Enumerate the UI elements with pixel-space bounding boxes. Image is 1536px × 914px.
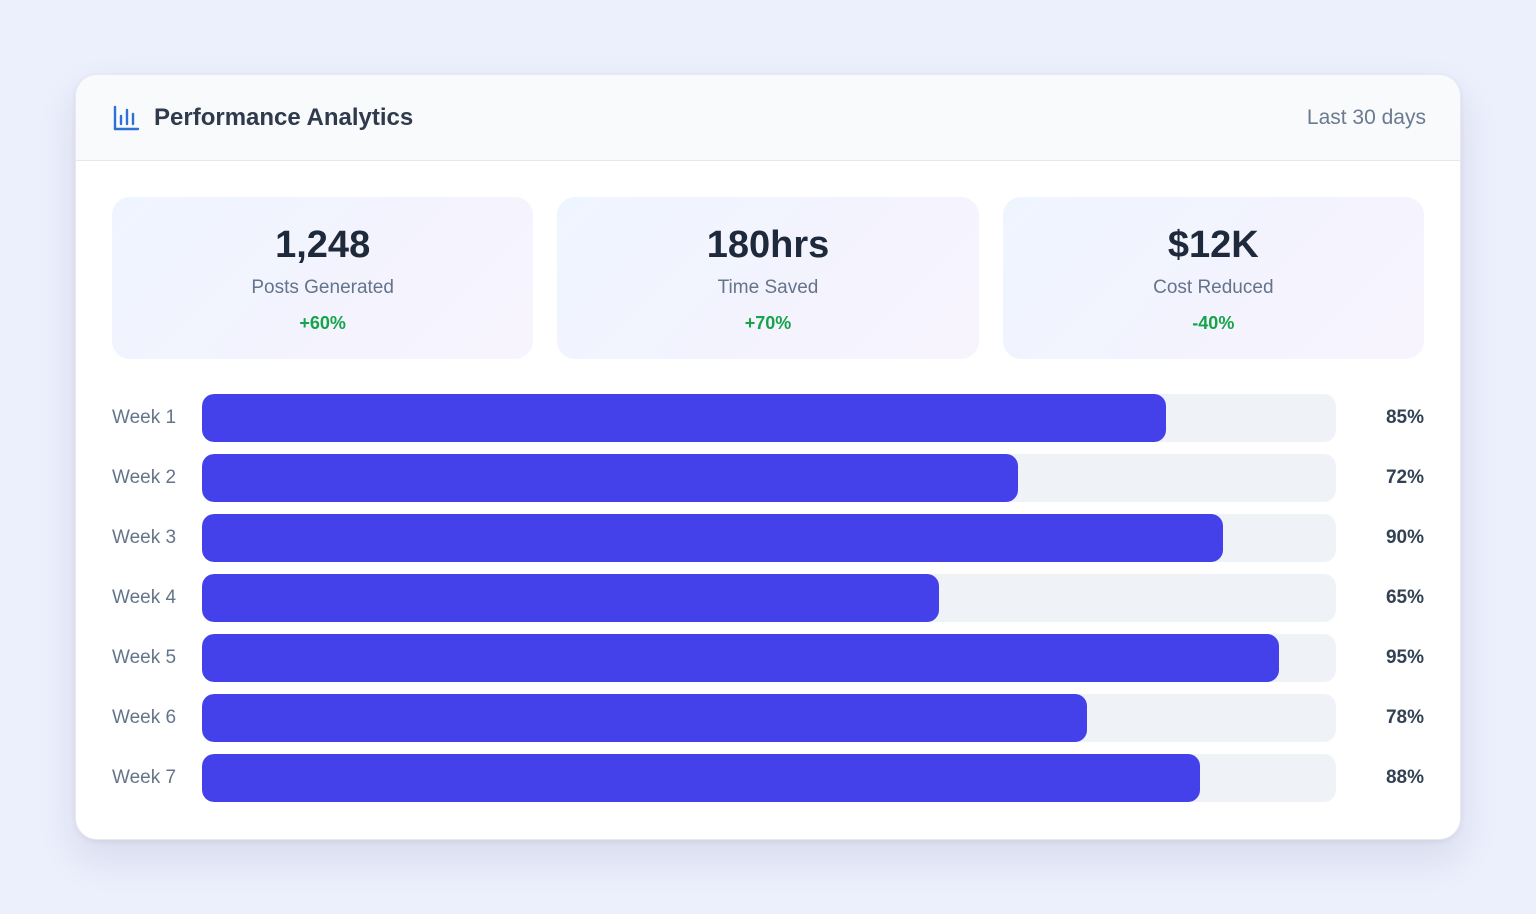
stat-change: +70% [744,313,792,333]
bar-track [202,514,1336,562]
bar-row: Week 3 90% [112,514,1424,562]
bar [202,514,1223,562]
bar-value-label: 85% [1385,407,1424,428]
header-title-group: Performance Analytics [112,104,413,132]
bar [202,394,1166,442]
bar-value-label: 90% [1385,527,1424,548]
bar-category-label: Week 7 [112,767,177,788]
page-title: Performance Analytics [154,103,414,131]
bar-value-label: 72% [1385,467,1424,488]
bar [202,574,940,622]
bar [202,754,1200,802]
bar-track [202,454,1336,502]
bar-track [202,754,1336,802]
stat-value: 180hrs [706,224,830,266]
stat-card-time: 180hrs Time Saved +70% [557,197,979,359]
stat-value: 1,248 [275,224,371,266]
stat-card-posts: 1,248 Posts Generated +60% [112,197,534,359]
bar-value-label: 65% [1385,587,1424,608]
card-header: Performance Analytics Last 30 days [76,75,1460,161]
bar-track [202,394,1336,442]
stat-label: Cost Reduced [1153,277,1274,298]
bar-value-label: 88% [1385,767,1424,788]
bar [202,634,1280,682]
bar-row: Week 5 95% [112,634,1424,682]
bar-track [202,634,1336,682]
bar-category-label: Week 2 [112,467,177,488]
analytics-card: Performance Analytics Last 30 days 1,248… [75,74,1461,840]
stat-value: $12K [1167,224,1259,266]
bar-value-label: 78% [1385,707,1424,728]
bar-category-label: Week 5 [112,647,177,668]
stat-change: +60% [299,313,346,333]
bar-value-label: 95% [1385,647,1424,668]
stat-change: -40% [1192,313,1235,333]
stat-card-cost: $12K Cost Reduced -40% [1002,197,1424,359]
date-range-label: Last 30 days [1306,105,1426,129]
bar [202,454,1019,502]
bar-track [202,574,1336,622]
stat-label: Time Saved [717,277,819,298]
bar-row: Week 1 85% [112,394,1424,442]
stats-row: 1,248 Posts Generated +60% 180hrs Time S… [112,197,1424,359]
weekly-bar-chart: Week 1 85% Week 2 72% Week 3 90% Week 4 65% Week… [112,394,1424,814]
bar-row: Week 7 88% [112,754,1424,802]
bar-row: Week 6 78% [112,694,1424,742]
bar-category-label: Week 3 [112,527,177,548]
bar-chart-icon [112,104,140,132]
bar-category-label: Week 6 [112,707,177,728]
bar [202,694,1087,742]
bar-track [202,694,1336,742]
stat-label: Posts Generated [251,277,394,298]
bar-category-label: Week 1 [112,407,177,428]
bar-row: Week 2 72% [112,454,1424,502]
bar-category-label: Week 4 [112,587,177,608]
bar-row: Week 4 65% [112,574,1424,622]
